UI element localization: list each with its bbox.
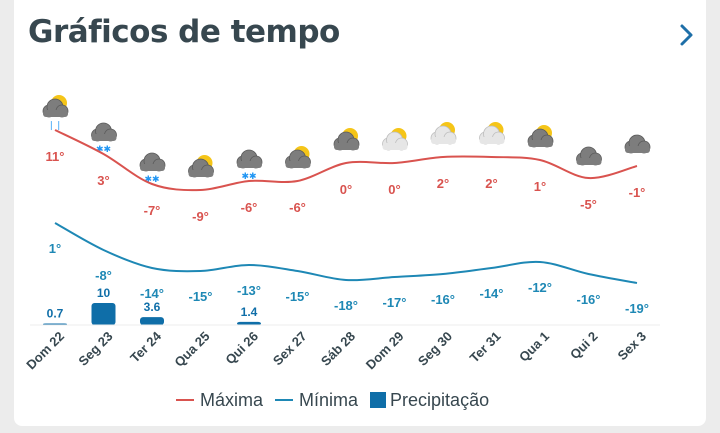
min-temp-label: -16°	[577, 292, 601, 307]
page-title: Gráficos de tempo	[28, 14, 340, 50]
x-tick-label: Seg 30	[415, 329, 455, 369]
max-temp-label: -7°	[144, 203, 161, 218]
sun-cloud-icon	[333, 128, 360, 151]
sun-cloud-rain-icon: ❘❘	[42, 95, 69, 131]
precip-label: 0.7	[47, 306, 64, 320]
max-series-line	[54, 129, 638, 192]
min-temp-label: -16°	[431, 292, 455, 307]
max-temp-label: -6°	[241, 200, 258, 215]
max-temp-label: 2°	[485, 176, 497, 191]
min-series-line	[54, 222, 638, 284]
x-tick-label: Qui 26	[222, 329, 261, 368]
min-temp-label: -15°	[286, 289, 310, 304]
min-temp-label: -8°	[95, 268, 112, 283]
x-tick-label: Qui 2	[567, 329, 601, 363]
sun-cloud-icon	[285, 146, 311, 169]
svg-text:❘❘: ❘❘	[47, 121, 62, 131]
min-temp-label: -13°	[237, 283, 261, 298]
sun-cloud-light-icon	[479, 122, 505, 145]
max-temp-label: -6°	[289, 200, 306, 215]
cloud-snow-icon: ✱✱	[139, 152, 166, 185]
x-tick-label: Sex 3	[614, 329, 649, 364]
sun-cloud-icon	[188, 155, 214, 178]
max-temp-label: -5°	[580, 197, 597, 212]
legend-min-label: Mínima	[299, 389, 359, 410]
precip-label: 3.6	[144, 300, 161, 314]
weather-chart-card: Gráficos de tempo	[14, 0, 706, 426]
min-temp-label: -18°	[334, 298, 358, 313]
max-temp-label: 0°	[388, 182, 400, 197]
x-tick-label: Qua 1	[516, 329, 552, 365]
chart-legend: Máxima Mínima Precipitação	[176, 388, 501, 412]
max-temp-label: 0°	[340, 182, 352, 197]
svg-text:✱✱: ✱✱	[241, 172, 256, 182]
cloud-icon	[576, 146, 602, 166]
min-temp-label: 1°	[49, 241, 61, 256]
legend-precip: Precipitação	[370, 390, 489, 411]
legend-max-swatch	[176, 399, 194, 401]
x-tick-label: Seg 23	[75, 329, 115, 369]
min-temp-label: -14°	[480, 286, 504, 301]
x-tick-label: Sáb 28	[318, 329, 358, 369]
cloud-snow-icon: ✱✱	[91, 122, 117, 155]
svg-text:✱✱: ✱✱	[144, 175, 159, 185]
max-temp-label: -9°	[192, 209, 209, 224]
max-temp-label: 1°	[534, 179, 546, 194]
precip-bar	[237, 321, 261, 325]
min-temp-label: -12°	[528, 280, 552, 295]
legend-precip-label: Precipitação	[390, 389, 490, 410]
max-temp-label: 11°	[46, 149, 65, 164]
max-temp-label: 2°	[437, 176, 449, 191]
precip-label: 1.4	[241, 305, 258, 319]
min-temp-label: -19°	[625, 301, 649, 316]
x-tick-label: Ter 31	[467, 329, 504, 366]
precip-bar	[140, 317, 164, 325]
cloud-icon	[624, 134, 651, 154]
svg-text:✱✱: ✱✱	[96, 145, 111, 155]
x-tick-label: Dom 22	[23, 329, 67, 373]
min-temp-label: -15°	[189, 289, 213, 304]
legend-min: Mínima	[275, 390, 358, 411]
sun-cloud-light-icon	[430, 122, 457, 145]
min-temp-label: -17°	[383, 295, 407, 310]
x-tick-label: Ter 24	[127, 328, 165, 366]
sun-cloud-icon	[527, 125, 554, 148]
precip-label: 10	[97, 286, 111, 300]
x-tick-label: Dom 29	[363, 329, 407, 373]
max-temp-label: -1°	[629, 185, 646, 200]
max-temp-label: 3°	[97, 173, 109, 188]
legend-max: Máxima	[176, 390, 263, 411]
legend-max-label: Máxima	[200, 389, 264, 410]
legend-precip-swatch	[370, 392, 387, 408]
chevron-right-icon[interactable]	[674, 20, 700, 50]
sun-cloud-light-icon	[382, 128, 408, 151]
legend-min-swatch	[275, 399, 294, 401]
precip-bar	[91, 303, 116, 325]
cloud-snow-icon: ✱✱	[236, 149, 263, 182]
x-tick-label: Sex 27	[270, 329, 310, 369]
x-tick-label: Qua 25	[171, 329, 212, 370]
min-temp-label: -14°	[140, 286, 164, 301]
